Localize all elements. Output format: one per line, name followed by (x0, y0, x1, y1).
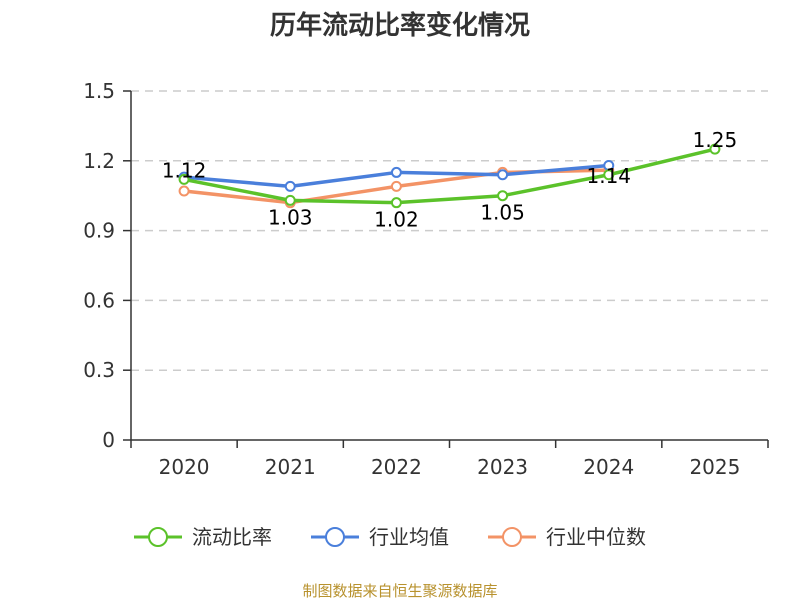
x-tick-label: 2020 (159, 455, 210, 479)
x-tick-label: 2024 (583, 455, 634, 479)
chart-title: 历年流动比率变化情况 (270, 10, 530, 41)
y-tick-label: 0.9 (83, 219, 115, 243)
data-label: 1.03 (268, 205, 313, 229)
data-point-1-1 (284, 180, 296, 192)
legend-marker-0 (148, 527, 168, 547)
x-tick-label: 2025 (689, 455, 740, 479)
data-point-0-5 (709, 143, 721, 155)
data-point-0-4 (603, 169, 615, 181)
data-point-0-3 (497, 190, 509, 202)
y-tick-label: 1.5 (83, 79, 115, 103)
legend-label: 行业中位数 (546, 525, 646, 549)
source-note: 制图数据来自恒生聚源数据库 (302, 582, 497, 600)
y-tick-label: 1.2 (83, 149, 115, 173)
legend: 流动比率 行业均值 行业中位数 (134, 525, 646, 549)
legend-label: 流动比率 (192, 525, 272, 549)
data-point-1-3 (497, 169, 509, 181)
y-tick-label: 0.6 (83, 288, 115, 312)
data-label: 1.14 (586, 164, 631, 188)
data-point-0-2 (390, 197, 402, 209)
series-layer (178, 143, 721, 209)
x-tick-label: 2022 (371, 455, 422, 479)
data-label: 1.25 (693, 128, 738, 152)
data-label: 1.02 (374, 208, 419, 232)
y-tick-label: 0.3 (83, 358, 115, 382)
data-label: 1.05 (480, 201, 525, 225)
y-tick-label: 0 (102, 428, 115, 452)
series-line-0 (182, 147, 717, 205)
data-point-2-0 (178, 185, 190, 197)
legend-marker-2 (502, 527, 522, 547)
data-label: 1.12 (162, 158, 207, 182)
axis-layer: 0 0.3 0.6 0.9 1.2 1.5 2020 2021 2022 2023 2024 2025 (83, 79, 769, 479)
x-tick-label: 2021 (265, 455, 316, 479)
data-label-layer: 1.12 1.03 1.02 1.05 1.14 1.25 (162, 128, 737, 232)
data-point-2-2 (390, 180, 402, 192)
legend-marker-1 (325, 527, 345, 547)
legend-label: 行业均值 (369, 525, 449, 549)
x-tick-label: 2023 (477, 455, 528, 479)
data-point-0-0 (178, 173, 190, 185)
data-point-1-2 (390, 166, 402, 178)
data-point-0-1 (284, 194, 296, 206)
grid-layer (131, 90, 768, 371)
